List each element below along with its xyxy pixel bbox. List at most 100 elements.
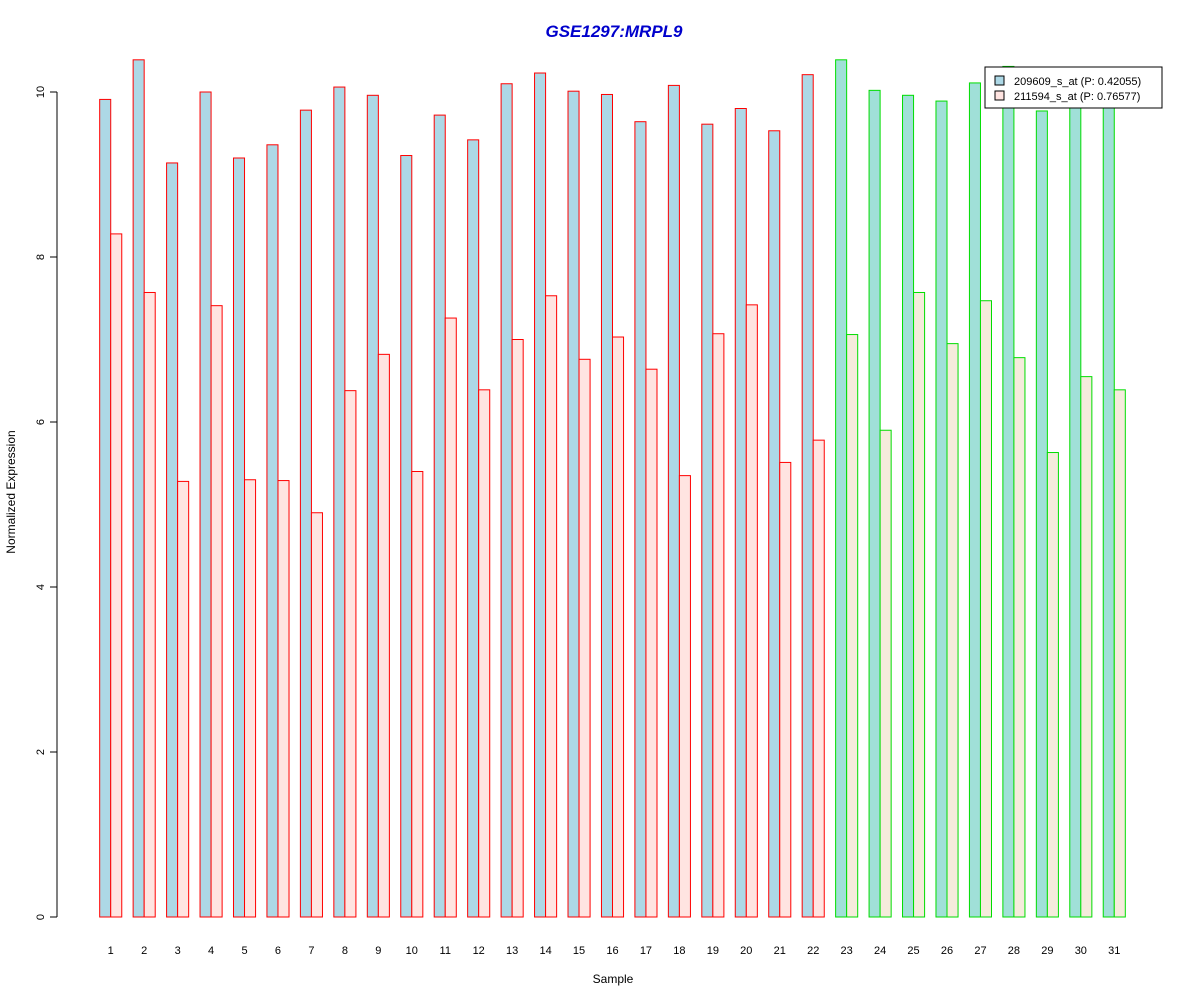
bar-series-1-sample-16	[600, 93, 614, 918]
legend-swatch-series-1	[994, 75, 1005, 86]
legend-label-series-2: 211594_s_at (P: 0.76577)	[1014, 91, 1140, 103]
bar-series-1-sample-4	[199, 91, 212, 918]
bar-series-1-sample-29	[1035, 110, 1048, 918]
bar-series-1-sample-20	[734, 108, 747, 918]
x-tick-label: 26	[941, 945, 953, 957]
x-axis-label: Sample	[593, 972, 634, 986]
x-tick-label: 23	[841, 945, 853, 957]
legend-label-series-1: 209609_s_at (P: 0.42055)	[1014, 76, 1141, 88]
x-tick-label: 27	[974, 945, 986, 957]
bar-series-1-sample-17	[634, 121, 647, 918]
bar-series-1-sample-7	[299, 109, 312, 918]
bar-series-2-sample-5	[244, 479, 257, 918]
x-tick-label: 21	[774, 945, 786, 957]
bar-series-2-sample-8	[344, 390, 357, 918]
bar-series-1-sample-28	[1002, 65, 1015, 918]
bar-series-1-sample-26	[935, 100, 948, 918]
bar-series-1-sample-2	[132, 59, 145, 918]
x-tick-label: 6	[275, 945, 281, 957]
y-tick-label: 0	[35, 914, 47, 920]
bar-series-1-sample-8	[333, 86, 346, 918]
bar-series-1-sample-23	[835, 59, 848, 918]
bar-series-2-sample-15	[578, 358, 591, 918]
y-tick-label: 8	[35, 254, 47, 260]
x-tick-label: 8	[342, 945, 348, 957]
x-tick-label: 15	[573, 945, 585, 957]
bar-series-1-sample-11	[433, 114, 446, 918]
x-tick-label: 1	[108, 945, 114, 957]
bar-series-1-sample-9	[366, 94, 379, 918]
bar-series-2-sample-13	[511, 339, 524, 918]
bar-group	[99, 59, 1126, 918]
bar-series-1-sample-19	[701, 123, 714, 918]
x-tick-label: 22	[807, 945, 819, 957]
x-tick-label: 9	[375, 945, 381, 957]
y-axis: 0 2 4 6 8 10	[35, 86, 58, 920]
bar-series-1-sample-27	[968, 82, 981, 918]
x-tick-label: 17	[640, 945, 652, 957]
x-tick-label: 28	[1008, 945, 1020, 957]
bar-series-1-sample-24	[868, 89, 881, 918]
y-tick-label: 4	[35, 584, 47, 590]
bar-series-2-sample-3	[177, 480, 190, 918]
x-tick-label: 7	[308, 945, 314, 957]
bar-series-2-sample-27	[979, 300, 993, 918]
x-tick-label: 14	[539, 945, 551, 957]
y-tick-label: 2	[35, 749, 47, 755]
x-tick-label: 2	[141, 945, 147, 957]
x-tick-label: 19	[707, 945, 719, 957]
bar-series-1-sample-25	[902, 94, 915, 918]
x-tick-label: 29	[1041, 945, 1053, 957]
bar-series-1-sample-21	[768, 130, 781, 918]
bar-series-2-sample-28	[1013, 357, 1026, 918]
x-tick-label: 4	[208, 945, 214, 957]
bar-series-1-sample-31	[1102, 101, 1115, 918]
bar-series-1-sample-10	[400, 155, 413, 918]
bar-series-1-sample-6	[266, 144, 279, 918]
y-tick-label: 6	[35, 419, 47, 425]
x-tick-label: 20	[740, 945, 752, 957]
bar-series-2-sample-14	[545, 295, 558, 918]
chart-title: GSE1297:MRPL9	[546, 22, 684, 41]
x-tick-label: 31	[1108, 945, 1120, 957]
x-tick-label: 24	[874, 945, 886, 957]
x-tick-label: 25	[907, 945, 919, 957]
bar-series-2-sample-12	[478, 389, 491, 918]
bar-series-1-sample-1	[99, 98, 112, 918]
legend-box	[984, 66, 1163, 109]
y-tick-label: 10	[35, 86, 47, 98]
bar-series-2-sample-26	[946, 343, 959, 918]
bar-series-2-sample-7	[310, 512, 323, 918]
bar-series-1-sample-18	[667, 84, 680, 918]
x-tick-labels: 1 2 3 4 5 6 7 8 9 10 11 12 13 14 15 16 17 18 19 20 21 22 23 24 2…	[108, 945, 1121, 957]
bar-series-1-sample-22	[801, 74, 814, 918]
bar-series-2-sample-29	[1046, 452, 1059, 918]
x-tick-label: 30	[1075, 945, 1087, 957]
bar-series-1-sample-12	[467, 139, 480, 918]
x-tick-label: 18	[673, 945, 685, 957]
x-tick-label: 16	[606, 945, 618, 957]
x-tick-label: 13	[506, 945, 518, 957]
bar-series-2-sample-31	[1113, 389, 1126, 918]
bar-series-2-sample-18	[678, 475, 691, 918]
bar-series-1-sample-14	[534, 72, 547, 918]
legend-swatch-series-2	[994, 90, 1005, 101]
x-tick-label: 12	[473, 945, 485, 957]
bar-series-1-sample-5	[232, 157, 246, 918]
bar-series-2-sample-6	[277, 480, 290, 918]
bar-series-2-sample-11	[444, 317, 457, 918]
y-axis-label: Normalized Expression	[4, 430, 18, 553]
bar-series-2-sample-23	[846, 334, 859, 918]
bar-series-2-sample-30	[1080, 376, 1093, 918]
bar-series-2-sample-17	[645, 368, 658, 918]
legend: 209609_s_at (P: 0.42055) 211594_s_at (P:…	[984, 66, 1163, 109]
x-tick-label: 3	[175, 945, 181, 957]
bar-series-1-sample-15	[567, 90, 580, 918]
bar-series-2-sample-21	[779, 461, 792, 918]
bar-series-2-sample-16	[612, 336, 625, 918]
bar-series-2-sample-22	[812, 439, 825, 918]
x-tick-label: 11	[440, 945, 451, 957]
bar-series-1-sample-30	[1069, 102, 1082, 918]
